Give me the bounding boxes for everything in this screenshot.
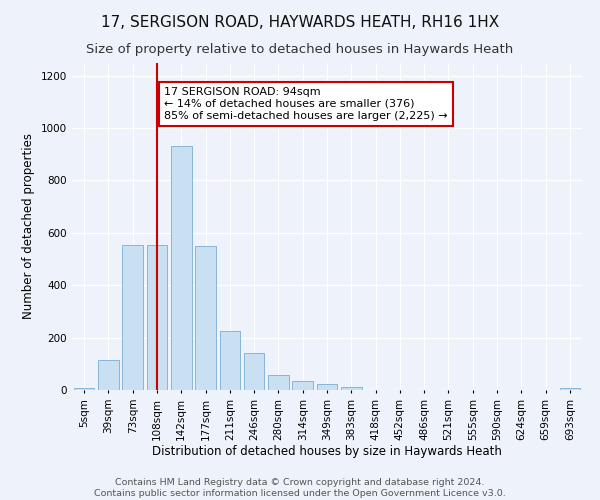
Bar	[268, 375, 289, 390]
Bar	[98, 360, 119, 390]
Text: 17 SERGISON ROAD: 94sqm
← 14% of detached houses are smaller (376)
85% of semi-d: 17 SERGISON ROAD: 94sqm ← 14% of detache…	[164, 88, 448, 120]
Bar	[146, 244, 167, 390]
Bar	[74, 388, 94, 390]
Text: Contains HM Land Registry data © Crown copyright and database right 2024.
Contai: Contains HM Land Registry data © Crown c…	[94, 478, 506, 498]
Bar	[244, 354, 265, 390]
Text: Size of property relative to detached houses in Haywards Heath: Size of property relative to detached ho…	[86, 42, 514, 56]
Text: 17, SERGISON ROAD, HAYWARDS HEATH, RH16 1HX: 17, SERGISON ROAD, HAYWARDS HEATH, RH16 …	[101, 15, 499, 30]
Y-axis label: Number of detached properties: Number of detached properties	[22, 133, 35, 320]
Bar	[171, 146, 191, 390]
Bar	[292, 382, 313, 390]
Bar	[560, 388, 580, 390]
Bar	[317, 384, 337, 390]
Bar	[220, 331, 240, 390]
Bar	[341, 388, 362, 390]
Bar	[195, 246, 216, 390]
X-axis label: Distribution of detached houses by size in Haywards Heath: Distribution of detached houses by size …	[152, 446, 502, 458]
Bar	[122, 244, 143, 390]
